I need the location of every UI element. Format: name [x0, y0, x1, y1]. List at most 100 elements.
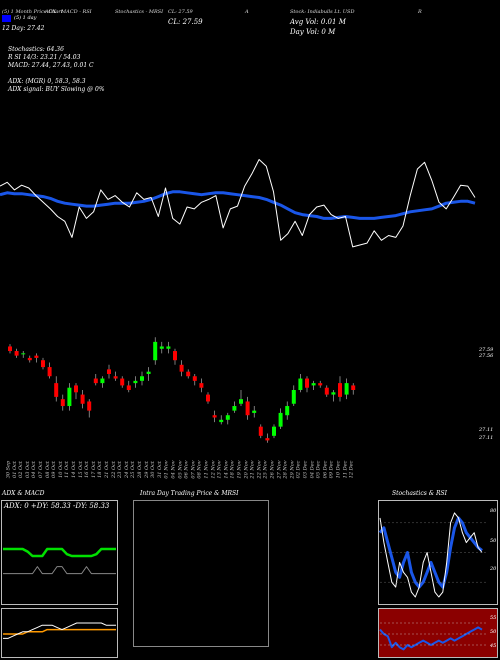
candle-body: [311, 383, 316, 386]
candle-body: [14, 351, 19, 356]
date-label: 19 Nov: [236, 460, 243, 479]
date-label: 10 Dec: [335, 460, 342, 479]
candle-body: [199, 383, 204, 388]
candle-body: [80, 394, 85, 404]
legend-box: [2, 15, 11, 22]
date-label: 21 Oct: [103, 461, 110, 478]
macd-panel: [1, 608, 118, 658]
date-label: 07 Oct: [37, 461, 44, 478]
date-label: 26 Nov: [269, 460, 276, 479]
candle-body: [153, 341, 158, 361]
candle-body: [252, 410, 257, 413]
candle-body: [8, 346, 12, 352]
candle-body: [159, 346, 164, 349]
candle-body: [232, 406, 237, 411]
header-item-6: R: [418, 9, 422, 15]
rsi-tick-55: 55: [490, 615, 497, 621]
rsi-tick-50: 50: [490, 629, 497, 635]
date-label: 04 Nov: [170, 460, 177, 479]
stoch-tick-80: 80: [490, 508, 497, 514]
date-label: 28 Oct: [136, 461, 143, 478]
header-item-0: (5) 1 Month Price Chart: [2, 9, 63, 15]
stochastics-title: Stochastics & RSI: [392, 490, 447, 497]
candle-body: [206, 394, 210, 402]
close-value: CL: 27.59: [168, 18, 203, 26]
candle-body: [120, 378, 125, 386]
candle-body: [245, 401, 250, 416]
date-label: 12 Dec: [348, 460, 355, 479]
candle-body: [305, 378, 309, 388]
candle-body: [146, 371, 151, 374]
macd-signal-line: [3, 628, 116, 635]
rsi-tick-45: 45: [490, 643, 497, 649]
candle-body: [173, 351, 177, 361]
stoch-tick-50: 50: [490, 538, 497, 544]
candle-body: [298, 378, 303, 390]
candle-body: [318, 383, 323, 386]
candle-body: [331, 392, 336, 395]
candle-price-label-top-2: 27.56: [479, 353, 494, 359]
candle-body: [100, 378, 105, 384]
candle-body: [192, 376, 197, 381]
macd-line: [3, 622, 116, 639]
header-item-2: Stochastics - MRSI: [115, 9, 164, 15]
candle-body: [344, 383, 349, 395]
rsi-panel: [378, 608, 498, 658]
avg-vol-readout: Avg Vol: 0.01 M: [290, 18, 346, 26]
intraday-panel: [133, 500, 269, 647]
stoch-tick-20: 20: [490, 566, 497, 572]
adx-panel: [1, 500, 118, 605]
candle-price-label-top: 27.59: [479, 347, 494, 353]
candle-price-label-bottom: 27.11: [479, 427, 494, 433]
candle-body: [87, 401, 92, 411]
di-line: [3, 566, 116, 575]
stoch-k-line: [379, 512, 483, 598]
adx-macd-title: ADX & MACD: [2, 490, 45, 497]
candle-body: [324, 387, 329, 395]
candle-body: [133, 380, 138, 384]
price-line: [0, 159, 476, 248]
candle-body: [272, 426, 276, 436]
candle-body: [239, 399, 243, 404]
candle-body: [140, 376, 144, 381]
stoch-d-line: [378, 516, 483, 589]
rsi-line: [379, 626, 483, 651]
header-item-5: Stock: Indiabulls Lt. USD: [290, 9, 355, 15]
candle-body: [93, 378, 98, 384]
adx-panel-readout: ADX: 0 +DY: 58.33 -DY: 58.33: [4, 502, 110, 510]
candle-body: [265, 438, 270, 441]
candle-body: [225, 415, 230, 420]
candle-body: [285, 406, 290, 416]
adx-signal-readout: ADX signal: BUY Slowing @ 0%: [8, 86, 105, 93]
candle-body: [186, 371, 191, 377]
candle-body: [107, 369, 111, 374]
day-vol-readout: Day Vol: 0 M: [290, 28, 336, 36]
stochastics-panel: [378, 500, 498, 605]
candle-body: [74, 385, 78, 393]
date-label: 11 Nov: [203, 460, 210, 479]
candle-body: [27, 357, 32, 361]
candle-body: [351, 385, 356, 390]
legend-box-label: (5) 1 day: [14, 15, 37, 21]
date-label: 14 Oct: [70, 461, 77, 478]
candle-body: [54, 383, 59, 397]
ema-line-readout: 12 Day: 27.42: [2, 25, 45, 32]
stochastics-readout: Stochastics: 64.36: [8, 46, 64, 53]
candle-body: [60, 399, 65, 407]
intraday-title: Intra Day Trading Price & MRSI: [140, 490, 239, 497]
candle-body: [291, 390, 296, 404]
rsi-readout: R SI 14/3: 23.21 / 54.03: [8, 54, 81, 61]
header-item-1: ADX - MACD - RSI: [45, 9, 92, 15]
candle-body: [41, 360, 45, 368]
candle-body: [212, 415, 217, 418]
candle-body: [179, 364, 184, 372]
candle-body: [21, 353, 26, 355]
adx-line: [3, 547, 116, 558]
candle-body: [47, 367, 52, 377]
header-item-4: A: [245, 9, 249, 15]
candle-body: [338, 383, 342, 397]
candle-body: [278, 412, 283, 427]
macd-readout: MACD: 27.44, 27.43, 0.01 C: [8, 62, 94, 69]
date-label: 03 Dec: [302, 460, 309, 479]
